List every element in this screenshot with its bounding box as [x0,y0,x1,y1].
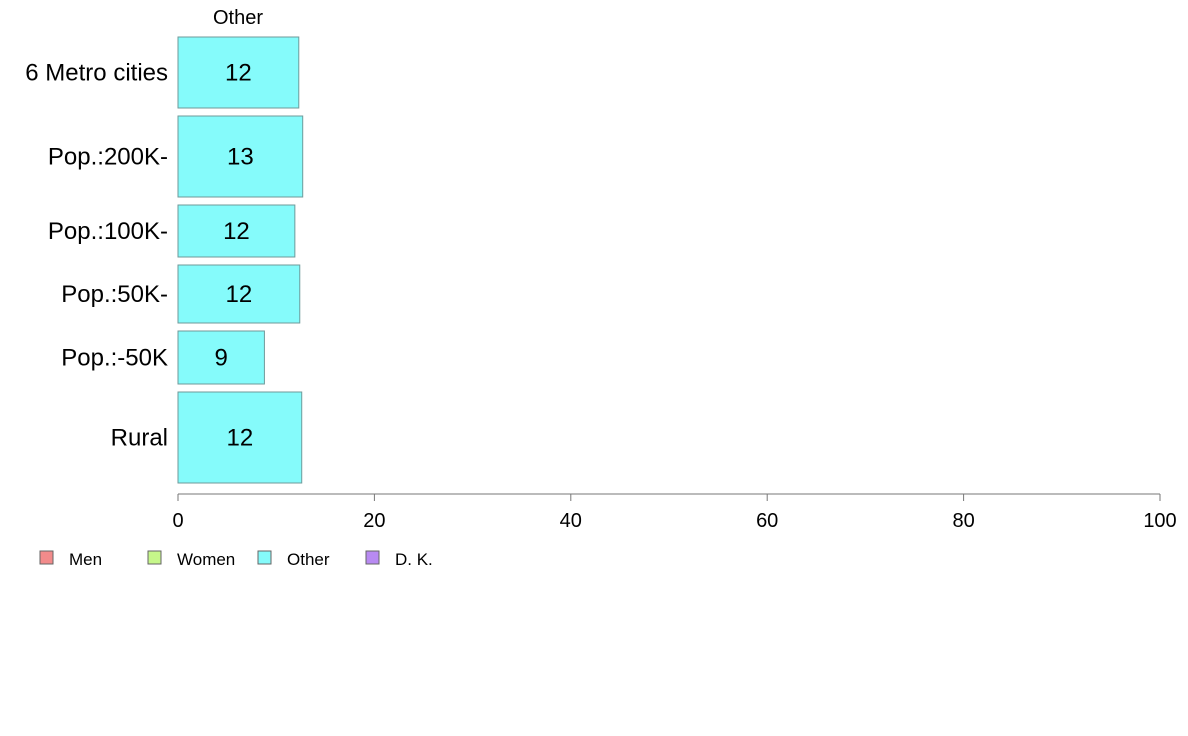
bar [177,115,304,198]
data-label: 13 [227,144,254,171]
legend-item: Men [39,550,102,569]
bar [177,36,300,109]
x-tick-label: 20 [363,510,385,532]
legend-swatch [257,550,272,565]
legend-label: Other [287,550,330,569]
legend-label: D. K. [395,550,433,569]
bar [177,391,303,484]
category-label: Pop.:200K- [48,144,168,171]
legend-swatch [39,550,54,565]
legend-label: Women [177,550,235,569]
bar-group: 12 Pop.:100K- [48,204,296,258]
category-label: Pop.:-50K [61,345,168,372]
data-label: 9 [215,345,228,372]
bar-group: 9 Pop.:-50K [61,330,265,385]
x-tick-label: 60 [756,510,778,532]
bar [177,330,265,385]
bars: 12 6 Metro cities 13 Pop.:200K- 12 Pop.:100K-… [25,36,304,484]
bar [177,204,296,258]
x-axis: 0 20 40 60 80 100 [172,493,1177,532]
category-label: 6 Metro cities [25,60,168,87]
bar-group: 12 Pop.:50K- [61,264,301,324]
data-label: 12 [227,425,254,452]
chart-title: Other [213,7,263,29]
legend-swatch [147,550,162,565]
x-tick-label: 0 [172,510,183,532]
legend-item: D. K. [365,550,433,569]
data-label: 12 [226,281,253,308]
bar-group: 13 Pop.:200K- [48,115,304,198]
legend: Men Women Other D. K. [39,550,433,569]
legend-label: Men [69,550,102,569]
legend-swatch [365,550,380,565]
x-tick-label: 80 [952,510,974,532]
bar-group: 12 6 Metro cities [25,36,300,109]
bar-group: 12 Rural [111,391,303,484]
data-label: 12 [225,60,252,87]
category-label: Pop.:50K- [61,281,168,308]
legend-item: Women [147,550,235,569]
data-label: 12 [223,218,250,245]
x-tick-label: 100 [1143,510,1176,532]
category-label: Pop.:100K- [48,218,168,245]
legend-item: Other [257,550,330,569]
x-tick-label: 40 [560,510,582,532]
category-label: Rural [111,425,168,452]
bar [177,264,301,324]
